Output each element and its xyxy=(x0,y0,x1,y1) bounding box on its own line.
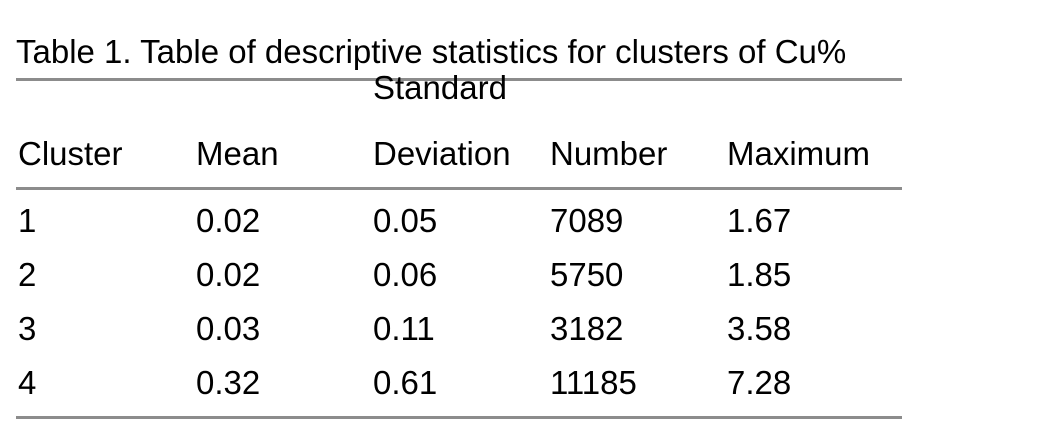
cell-number: 3182 xyxy=(550,310,624,347)
table-row: 2 0.02 0.06 5750 1.85 xyxy=(16,248,902,302)
table-caption: Table 1. Table of descriptive statistics… xyxy=(16,33,847,70)
table-row: 3 0.03 0.11 3182 3.58 xyxy=(16,302,902,356)
header-standard-deviation-line1: Standard xyxy=(373,69,507,106)
cell-mean: 0.02 xyxy=(196,202,261,239)
cell-standard-deviation: 0.61 xyxy=(373,364,438,401)
cell-cluster: 2 xyxy=(18,256,37,293)
header-standard-deviation-line2: Deviation xyxy=(373,135,511,172)
table-row: 1 0.02 0.05 7089 1.67 xyxy=(16,194,902,248)
cell-mean: 0.32 xyxy=(196,364,261,401)
cell-cluster: 3 xyxy=(18,310,37,347)
table-row: 4 0.32 0.61 11185 7.28 xyxy=(16,356,902,410)
header-standard-deviation: Standard Deviation xyxy=(373,69,511,187)
header-number: Number xyxy=(550,135,668,172)
cell-cluster: 4 xyxy=(18,364,37,401)
descriptive-statistics-table: Cluster Mean Standard Deviation Number M… xyxy=(16,69,902,419)
header-cluster: Cluster xyxy=(18,135,123,172)
cell-mean: 0.03 xyxy=(196,310,261,347)
cell-standard-deviation: 0.11 xyxy=(373,310,435,347)
table-header: Cluster Mean Standard Deviation Number M… xyxy=(16,69,902,187)
top-rule xyxy=(16,78,902,81)
cell-maximum: 1.67 xyxy=(727,202,792,239)
header-maximum: Maximum xyxy=(727,135,871,172)
cell-mean: 0.02 xyxy=(196,256,261,293)
cell-number: 11185 xyxy=(550,364,637,401)
cell-standard-deviation: 0.05 xyxy=(373,202,438,239)
cell-number: 5750 xyxy=(550,256,624,293)
cell-maximum: 3.58 xyxy=(727,310,792,347)
cell-maximum: 1.85 xyxy=(727,256,792,293)
header-mean: Mean xyxy=(196,135,279,172)
cell-maximum: 7.28 xyxy=(727,364,792,401)
bottom-rule xyxy=(16,416,902,419)
header-rule xyxy=(16,187,902,190)
cell-standard-deviation: 0.06 xyxy=(373,256,438,293)
cell-number: 7089 xyxy=(550,202,624,239)
cell-cluster: 1 xyxy=(18,202,37,239)
